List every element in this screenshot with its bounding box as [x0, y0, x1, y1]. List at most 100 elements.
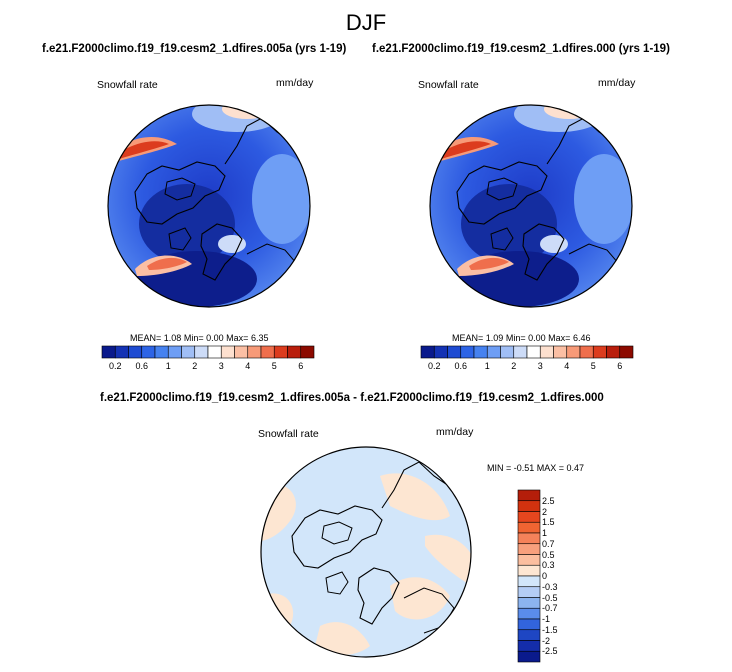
- diff-colorbar-tick-label: 0.7: [542, 538, 555, 549]
- panel-1-colorbar-tick-label: 2: [192, 361, 198, 371]
- panel-2-mid-snow-east: [574, 154, 632, 244]
- panel-1-min-label: Min=: [183, 333, 204, 343]
- panel-1-colorbar-tick-label: 3: [218, 361, 224, 371]
- panel-2-colorbar-swatch: [553, 345, 568, 359]
- diff-positive-region-southwest: [261, 593, 294, 657]
- panel-2-colorbar-tick-label: 6: [617, 361, 623, 371]
- panel-1-high-snow-north: [222, 105, 272, 119]
- diff-colorbar-swatch: [517, 629, 541, 641]
- diff-map-boundary: [260, 446, 472, 658]
- diff-colorbar-tick-label: 1: [542, 528, 548, 538]
- panel-2-variable-label: Snowfall rate: [418, 79, 479, 91]
- panel-1-pacific-storm-track-core: [117, 141, 169, 159]
- panel-2-colorbar-swatch: [619, 345, 634, 359]
- panel-1-colorbar-swatch: [141, 345, 156, 359]
- diff-coastline-europe: [357, 567, 400, 625]
- panel-1-map-boundary: [107, 104, 311, 308]
- diff-coastline-greenland: [325, 571, 349, 595]
- diff-colorbar: [517, 489, 541, 663]
- panel-1-low-snow-region: [139, 184, 235, 264]
- diff-coastline-north-america: [291, 505, 383, 569]
- diff-colorbar-swatch: [517, 511, 541, 523]
- diff-colorbar-ticks: 2.5 2 1.5 1 0.7 0.5 0.3 0 -0.3 -0.5 -0.7 -1 -1.5 -2 -2…: [542, 490, 582, 662]
- panel-2-colorbar-swatch: [592, 345, 607, 359]
- diff-colorbar-tick-label: 0.3: [542, 560, 555, 571]
- panel-1-stats: MEAN= 1.08 Min= 0.00 Max= 6.35: [130, 333, 268, 343]
- panel-2-colorbar-swatch: [460, 345, 475, 359]
- diff-colorbar-swatch: [517, 500, 541, 512]
- panel-1-max-label: Max=: [226, 333, 249, 343]
- panel-1-coastline-hudson-bay: [164, 177, 196, 201]
- panel-1-colorbar-swatch: [287, 345, 302, 359]
- panel-1-polar-map: [107, 104, 311, 308]
- panel-2-colorbar-swatch: [526, 345, 541, 359]
- diff-positive-region-southeast: [390, 577, 450, 620]
- panel-1-min-value: 0.00: [206, 333, 224, 343]
- panel-2-coastline-north-america: [456, 161, 548, 225]
- diff-units-label: mm/day: [436, 426, 474, 438]
- diff-colorbar-swatch: [517, 521, 541, 534]
- panel-1-mean-value: 1.08: [163, 333, 182, 343]
- diff-colorbar-swatch: [517, 554, 541, 566]
- panel-2-colorbar-swatch: [473, 345, 488, 359]
- diff-variable-label: Snowfall rate: [258, 428, 319, 440]
- diff-positive-region-south: [315, 622, 370, 655]
- panel-2-colorbar-swatch: [500, 345, 515, 359]
- diff-colorbar-tick-label: 0: [542, 571, 548, 581]
- diff-colorbar-tick-label: -2: [542, 635, 551, 646]
- panel-1-case-title: f.e21.F2000climo.f19_f19.cesm2_1.dfires.…: [42, 43, 347, 55]
- panel-2-colorbar-swatch: [486, 345, 501, 359]
- panel-2-colorbar-swatch: [433, 345, 448, 359]
- panel-1-colorbar-tick-label: 4: [245, 361, 251, 371]
- panel-2-colorbar-swatch: [579, 345, 594, 359]
- panel-1-colorbar-swatch: [220, 345, 235, 359]
- diff-colorbar-swatch: [517, 575, 541, 588]
- panel-2-mean-label: MEAN=: [452, 333, 484, 343]
- diff-positive-region-east: [425, 534, 471, 586]
- panel-1-colorbar-swatch: [101, 345, 116, 359]
- diff-colorbar-swatch: [517, 489, 541, 502]
- diff-coastline-hudson-bay: [321, 521, 353, 545]
- panel-1-mean-label: MEAN=: [130, 333, 162, 343]
- panel-1-colorbar-tick-label: 1: [165, 361, 171, 371]
- panel-1-max-value: 6.35: [250, 333, 269, 343]
- panel-2-colorbar-tick-label: 0.6: [454, 361, 468, 371]
- panel-2-colorbar-swatch: [420, 345, 435, 359]
- panel-1-colorbar-swatch: [234, 345, 249, 359]
- panel-1-variable-label: Snowfall rate: [97, 79, 158, 91]
- diff-colorbar-swatch: [517, 597, 541, 609]
- diff-colorbar-tick-label: 1.5: [542, 517, 555, 528]
- panel-2-colorbar-tick-label: 3: [537, 361, 543, 371]
- diff-colorbar-swatch: [517, 586, 541, 598]
- panel-2-max-label: Max=: [548, 333, 571, 343]
- panel-2-mean-value: 1.09: [485, 333, 504, 343]
- panel-1-colorbar-tick-label: 0.2: [108, 361, 122, 371]
- panel-1-colorbar-swatch: [207, 345, 222, 359]
- figure-title: DJF: [345, 10, 387, 35]
- panel-2-colorbar-tick-label: 2: [511, 361, 517, 371]
- diff-colorbar-swatch: [517, 640, 541, 652]
- panel-2-units-label: mm/day: [598, 77, 636, 89]
- panel-1-colorbar-ticks: 0.2 0.6 1 2 3 4 5 6: [102, 361, 314, 373]
- diff-colorbar-tick-label: 2: [542, 506, 548, 517]
- panel-1-units-label: mm/day: [276, 77, 314, 89]
- panel-2-scandinavia-snow: [540, 235, 568, 253]
- panel-2-colorbar-tick-label: 0.2: [427, 361, 441, 371]
- diff-colorbar-swatch: [517, 543, 541, 555]
- panel-2-map-boundary: [429, 104, 633, 308]
- panel-2-colorbar-tick-label: 5: [590, 361, 596, 371]
- panel-2-colorbar-swatch: [566, 345, 581, 359]
- diff-colorbar-swatch: [517, 618, 541, 631]
- panel-1-colorbar-tick-label: 0.6: [135, 361, 149, 371]
- diff-colorbar-tick-label: -2.5: [542, 646, 558, 657]
- diff-colorbar-tick-label: -0.7: [542, 603, 558, 614]
- diff-colorbar-tick-label: -0.3: [542, 581, 558, 592]
- diff-colorbar-tick-label: -0.5: [542, 592, 558, 603]
- panel-1-colorbar-tick-label: 5: [271, 361, 277, 371]
- panel-1-colorbar-swatch: [128, 345, 143, 359]
- panel-1-colorbar-swatch: [260, 345, 275, 359]
- panel-1-coastline-greenland: [168, 227, 192, 251]
- panel-1-colorbar-swatch: [181, 345, 196, 359]
- panel-1-colorbar: [101, 345, 315, 359]
- panel-1-colorbar-swatch: [114, 345, 129, 359]
